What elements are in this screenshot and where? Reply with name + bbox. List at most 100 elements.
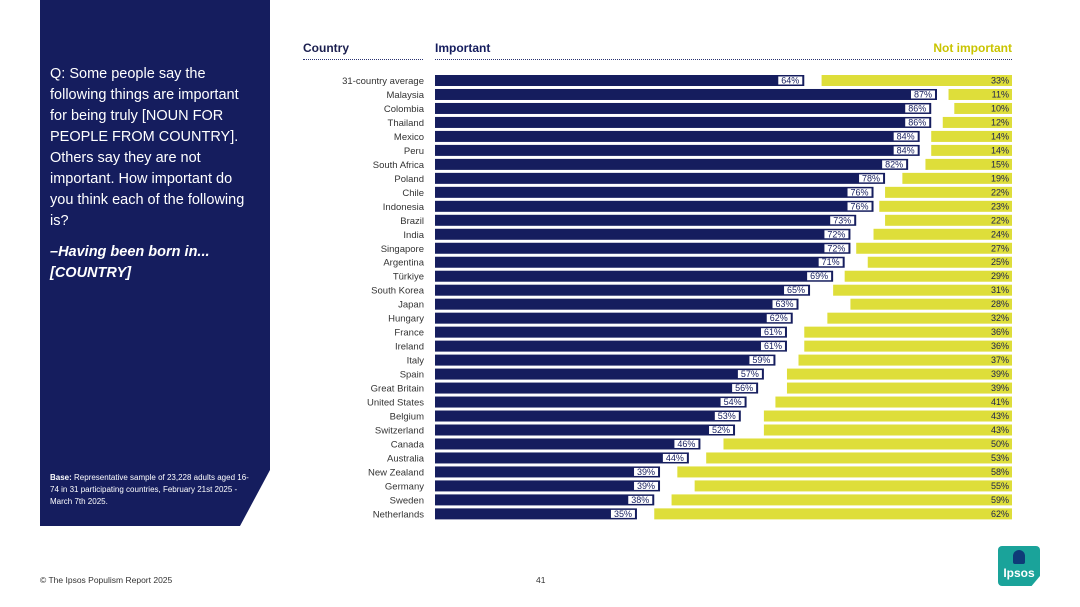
important-label-box <box>784 286 809 295</box>
important-value-label: 63% <box>776 299 794 309</box>
not-important-bar <box>931 130 1012 142</box>
page-number: 41 <box>536 575 546 585</box>
not-important-bar <box>786 368 1012 380</box>
important-value-label: 76% <box>851 187 869 197</box>
not-important-bar <box>804 326 1012 338</box>
not-important-bar <box>925 158 1012 170</box>
important-label-box <box>634 481 659 490</box>
important-label-box <box>772 300 797 309</box>
important-label-box <box>732 384 757 393</box>
important-bar <box>435 158 909 170</box>
not-important-bar <box>885 186 1012 198</box>
category-label: Thailand <box>388 118 424 129</box>
important-value-label: 62% <box>770 313 788 323</box>
logo-text: Ipsos <box>1003 566 1035 580</box>
important-value-label: 38% <box>631 495 649 505</box>
important-label-box <box>720 398 745 407</box>
important-bar <box>435 75 805 86</box>
base-label: Base: <box>50 473 72 482</box>
not-important-bar <box>804 340 1012 352</box>
important-label-box <box>674 439 699 448</box>
important-label-box <box>760 328 785 337</box>
important-bar <box>435 172 886 184</box>
not-important-value-label: 33% <box>991 76 1009 86</box>
important-label-box <box>847 188 872 197</box>
important-bar <box>435 284 811 296</box>
category-label: Türkiye <box>393 272 424 283</box>
important-bar <box>435 382 759 394</box>
not-important-value-label: 14% <box>991 131 1009 141</box>
important-bar <box>435 144 920 156</box>
not-important-bar <box>723 438 1012 450</box>
question-panel: Q: Some people say the following things … <box>40 0 270 526</box>
important-value-label: 87% <box>914 89 932 99</box>
important-bar <box>435 452 689 464</box>
not-important-value-label: 39% <box>991 369 1009 379</box>
important-value-label: 72% <box>827 229 845 239</box>
important-value-label: 35% <box>614 509 632 519</box>
logo-mark-icon <box>1013 550 1025 564</box>
important-value-label: 44% <box>666 453 684 463</box>
important-bar <box>435 508 637 520</box>
ipsos-logo: Ipsos <box>998 546 1040 586</box>
important-bar <box>435 214 857 226</box>
important-bar <box>435 354 776 366</box>
not-important-value-label: 37% <box>991 355 1009 365</box>
important-value-label: 59% <box>752 355 770 365</box>
not-important-value-label: 15% <box>991 159 1009 169</box>
important-bar <box>435 424 736 436</box>
country-header: Country <box>303 41 349 55</box>
important-label-box <box>910 90 935 99</box>
category-label: South Africa <box>373 160 425 171</box>
footer-copyright: © The Ipsos Populism Report 2025 <box>40 575 173 585</box>
important-label-box <box>634 467 659 476</box>
not-important-value-label: 59% <box>991 495 1009 505</box>
not-important-value-label: 53% <box>991 453 1009 463</box>
important-label-box <box>830 216 855 225</box>
important-label-box <box>778 76 803 85</box>
important-label-box <box>760 342 785 351</box>
not-important-value-label: 39% <box>991 383 1009 393</box>
not-important-bar <box>798 354 1012 366</box>
important-value-label: 52% <box>712 425 730 435</box>
important-label-box <box>709 426 734 434</box>
category-label: Australia <box>387 453 425 464</box>
not-important-value-label: 43% <box>991 411 1009 421</box>
important-value-label: 64% <box>781 76 799 86</box>
not-important-bar <box>671 494 1012 506</box>
not-important-value-label: 28% <box>991 299 1009 309</box>
important-bar <box>435 116 932 128</box>
important-bar <box>435 298 799 310</box>
not-important-value-label: 41% <box>991 397 1009 407</box>
category-label: India <box>403 230 424 241</box>
question-item: –Having been born in... [COUNTRY] <box>50 244 210 281</box>
important-value-label: 46% <box>677 439 695 449</box>
important-bar <box>435 200 874 212</box>
important-bar <box>435 438 701 450</box>
category-label: Mexico <box>394 132 424 143</box>
not-important-bar <box>844 270 1012 282</box>
category-label: Canada <box>391 439 425 450</box>
important-label-box <box>807 272 832 281</box>
category-label: Spain <box>400 370 424 381</box>
not-important-bar <box>763 410 1012 422</box>
not-important-value-label: 19% <box>991 173 1009 183</box>
not-important-bar <box>948 88 1012 100</box>
important-bar <box>435 242 851 254</box>
not-important-bar <box>775 396 1012 408</box>
not-important-bar <box>902 172 1012 184</box>
category-label: Ireland <box>395 342 424 353</box>
category-label: Singapore <box>381 244 424 255</box>
not-important-value-label: 14% <box>991 145 1009 155</box>
category-label: Chile <box>402 188 424 199</box>
not-important-bar <box>821 75 1012 86</box>
important-bar <box>435 256 845 268</box>
not-important-value-label: 36% <box>991 341 1009 351</box>
category-label: Switzerland <box>375 426 424 437</box>
important-label-box <box>847 202 872 211</box>
not-important-value-label: 36% <box>991 327 1009 337</box>
important-bar <box>435 396 747 408</box>
important-label-box <box>628 495 653 504</box>
not-important-bar <box>885 214 1012 226</box>
